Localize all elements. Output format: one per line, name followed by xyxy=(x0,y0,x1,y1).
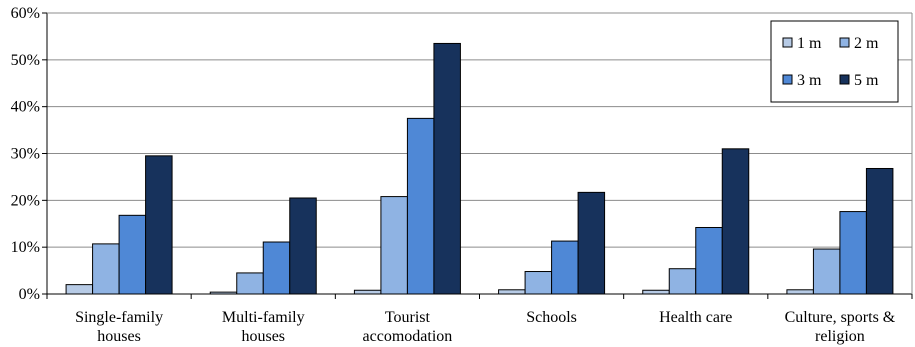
x-category-label-line: Health care xyxy=(659,309,732,326)
x-category-label-line: Tourist xyxy=(385,309,431,326)
legend-swatch xyxy=(782,37,793,48)
x-axis-category-labels: Single-family houses Multi-family houses Tou… xyxy=(75,309,896,345)
legend-label: 2 m xyxy=(854,35,879,52)
legend-swatch xyxy=(839,37,850,48)
x-category-label: Single-family houses xyxy=(75,309,163,345)
bar xyxy=(695,226,723,295)
legend-label: 3 m xyxy=(797,72,822,89)
bar xyxy=(577,191,606,295)
bar xyxy=(406,117,435,295)
y-axis-ticks: 0% 10% 20% 30% 40% 50% 60% xyxy=(11,5,47,303)
y-tick-label: 50% xyxy=(11,52,40,69)
y-tick-label: 0% xyxy=(19,286,40,303)
legend-label: 5 m xyxy=(854,72,879,89)
bar xyxy=(65,284,94,295)
legend: 1 m 2 m 3 m 5 m xyxy=(770,20,899,103)
bar xyxy=(289,197,317,295)
y-tick-label: 40% xyxy=(11,99,40,116)
x-category-label: Multi-family houses xyxy=(222,309,305,345)
bar xyxy=(118,214,147,295)
y-tick-label: 30% xyxy=(11,146,40,163)
legend-swatch xyxy=(782,74,793,85)
x-category-label-line: houses xyxy=(241,328,285,345)
x-category-label-line: accomodation xyxy=(363,328,453,345)
y-tick-label: 60% xyxy=(11,5,40,22)
x-category-label-line: Culture, sports & xyxy=(785,309,896,326)
bar xyxy=(551,240,579,295)
x-category-label-line: houses xyxy=(97,328,141,345)
bar xyxy=(721,148,750,295)
bar xyxy=(786,289,814,295)
x-category-label: Health care xyxy=(659,309,732,326)
bar xyxy=(668,268,697,295)
x-category-label: Schools xyxy=(526,309,577,326)
x-category-label: Tourist accomodation xyxy=(363,309,453,345)
bar xyxy=(839,211,867,295)
bar xyxy=(498,289,526,295)
x-category-label: Culture, sports & religion xyxy=(785,309,896,345)
bar xyxy=(812,248,841,295)
bar xyxy=(145,155,173,295)
bar xyxy=(262,241,291,295)
bar xyxy=(353,289,382,295)
bar xyxy=(642,289,670,295)
legend-box xyxy=(770,20,899,103)
y-tick-label: 10% xyxy=(11,239,40,256)
y-tick-label: 20% xyxy=(11,192,40,209)
bar xyxy=(380,196,408,295)
bar xyxy=(524,271,553,295)
x-category-label-line: Multi-family xyxy=(222,309,305,326)
bar-series-group xyxy=(65,42,894,295)
bar xyxy=(865,167,894,295)
x-category-label-line: Single-family xyxy=(75,309,163,326)
legend-label: 1 m xyxy=(797,35,822,52)
x-category-label-line: Schools xyxy=(526,309,577,326)
bar xyxy=(433,42,461,295)
bar xyxy=(92,243,120,295)
x-category-label-line: religion xyxy=(815,328,865,345)
legend-swatch xyxy=(839,74,850,85)
bar xyxy=(236,272,264,295)
